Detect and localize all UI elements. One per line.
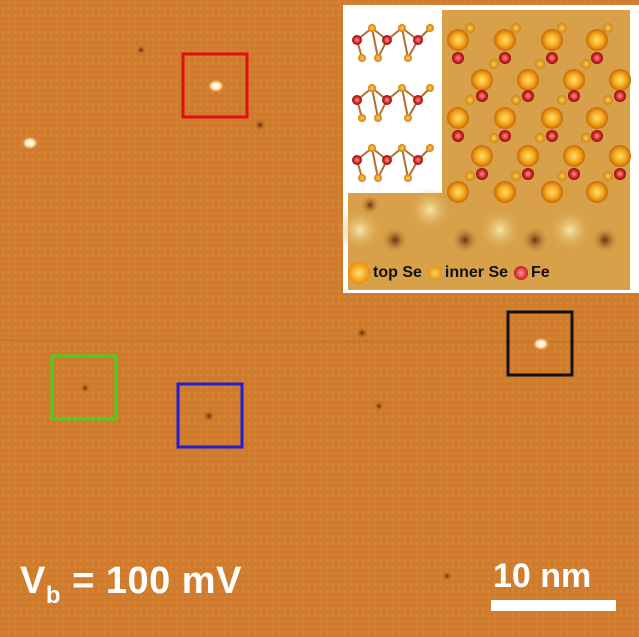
inner-se-atom	[557, 23, 567, 33]
inner-se-atom	[465, 95, 475, 105]
scale-bar-label: 10 nm	[493, 557, 592, 595]
fe-atom	[452, 130, 464, 142]
fe-atom	[568, 90, 580, 102]
top-se-atom	[586, 181, 608, 203]
top-se-atom	[494, 29, 516, 51]
scale-bar	[491, 600, 616, 611]
legend-label: inner Se	[444, 264, 509, 281]
legend-label: top Se	[373, 264, 422, 281]
simulated-stm-pattern	[338, 188, 619, 254]
bright-defect	[21, 136, 39, 150]
fe-atom	[522, 90, 534, 102]
top-se-atom	[586, 29, 608, 51]
bright-defect	[532, 337, 550, 351]
inner-se-atom	[581, 59, 591, 69]
top-se-atom	[563, 145, 585, 167]
fe-atom	[546, 52, 558, 64]
inner-se-atom	[603, 95, 613, 105]
legend-item-fe: Fe	[514, 264, 550, 282]
green-box	[50, 354, 118, 421]
top-se-atom	[541, 107, 563, 129]
fe-atom	[452, 52, 464, 64]
top-se-atom	[447, 181, 469, 203]
bright-defect	[207, 79, 225, 93]
inner-se-atom	[511, 23, 521, 33]
fe-atom	[476, 90, 488, 102]
fe-atom	[476, 168, 488, 180]
inner-se-atom	[557, 171, 567, 181]
blue-box	[176, 382, 244, 449]
dark-defect	[254, 119, 266, 131]
top-se-atom	[494, 181, 516, 203]
inner-se-atom	[511, 171, 521, 181]
inner-se-atom	[489, 133, 499, 143]
legend-item-top-se: top Se	[348, 262, 422, 284]
top-se-atom	[609, 145, 631, 167]
inner-se-atom	[465, 171, 475, 181]
fe-atom	[614, 90, 626, 102]
fe-atom	[591, 130, 603, 142]
fe-atom	[499, 52, 511, 64]
top-se-dot-icon	[348, 262, 370, 284]
top-se-atom	[586, 107, 608, 129]
inner-se-atom	[489, 59, 499, 69]
black-box	[506, 310, 574, 377]
top-se-atom	[563, 69, 585, 91]
inner-se-atom	[603, 23, 613, 33]
dark-defect	[374, 401, 384, 411]
atom-legend: top Se inner Se Fe	[348, 259, 628, 287]
inner-se-atom	[581, 133, 591, 143]
atomic-model-inset	[338, 5, 639, 293]
dark-defect	[203, 410, 215, 422]
inner-se-atom	[465, 23, 475, 33]
top-se-atom	[447, 29, 469, 51]
bias-voltage-label: Vb = 100 mV	[20, 560, 242, 609]
top-se-atom	[447, 107, 469, 129]
top-se-atom	[471, 69, 493, 91]
inner-se-atom	[535, 133, 545, 143]
side-view-panel	[348, 10, 442, 193]
fe-atom	[522, 168, 534, 180]
fe-atom	[591, 52, 603, 64]
fe-atom	[499, 130, 511, 142]
legend-item-inner-se: inner Se	[427, 264, 509, 282]
dark-defect	[136, 45, 146, 55]
top-se-atom	[494, 107, 516, 129]
fe-dot-icon	[514, 266, 529, 280]
top-view-structure	[447, 23, 631, 203]
inner-se-atom	[603, 171, 613, 181]
top-se-atom	[517, 145, 539, 167]
red-box	[181, 52, 249, 119]
legend-label: Fe	[531, 264, 550, 281]
inner-se-atom	[535, 59, 545, 69]
top-se-atom	[609, 69, 631, 91]
fe-atom	[614, 168, 626, 180]
side-view-structure	[352, 24, 434, 182]
inner-se-atom	[511, 95, 521, 105]
top-se-atom	[471, 145, 493, 167]
top-se-atom	[541, 29, 563, 51]
fe-atom	[568, 168, 580, 180]
top-se-atom	[517, 69, 539, 91]
inner-se-dot-icon	[427, 266, 442, 280]
dark-defect	[80, 383, 90, 393]
inner-se-atom	[557, 95, 567, 105]
dark-defect	[356, 327, 368, 339]
dark-defect	[442, 571, 452, 581]
fe-atom	[546, 130, 558, 142]
top-se-atom	[541, 181, 563, 203]
